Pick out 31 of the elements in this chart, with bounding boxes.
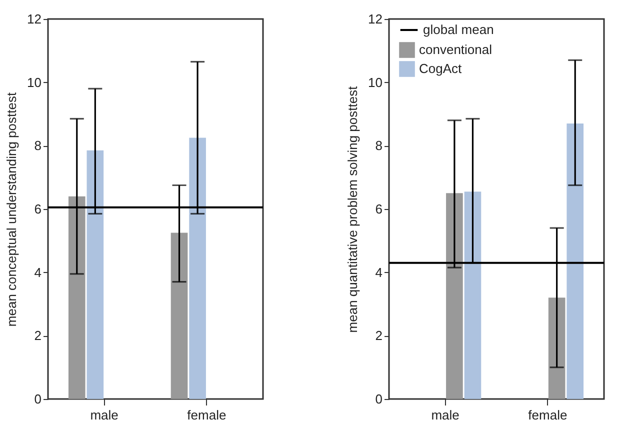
bar xyxy=(548,298,566,399)
y-tick-label: 0 xyxy=(375,392,382,406)
y-tick-label: 12 xyxy=(368,12,382,26)
x-tick-label: male xyxy=(431,408,460,422)
bar xyxy=(189,138,206,399)
y-tick-label: 12 xyxy=(27,12,42,26)
legend-label: conventional xyxy=(419,42,492,57)
y-tick-label: 6 xyxy=(375,202,382,216)
y-tick-label: 10 xyxy=(27,74,42,90)
bar xyxy=(170,232,188,399)
y-tick-label: 6 xyxy=(34,202,42,216)
bar xyxy=(86,150,104,399)
y-tick-label: 0 xyxy=(34,392,42,406)
x-tick-label: male xyxy=(90,408,118,422)
legend-label: global mean xyxy=(423,22,494,37)
legend-label: CogAct xyxy=(419,61,462,76)
bar xyxy=(446,193,463,399)
y-tick-label: 10 xyxy=(368,74,382,90)
y-tick-label: 4 xyxy=(34,264,42,280)
y-axis-title: mean conceptual understanding posttest xyxy=(4,92,20,327)
bar xyxy=(464,192,482,399)
y-tick-label: 2 xyxy=(34,328,42,344)
x-tick-label: female xyxy=(187,408,226,422)
bar xyxy=(566,124,584,399)
y-tick-label: 2 xyxy=(375,328,382,344)
y-tick-label: 8 xyxy=(375,138,382,154)
y-tick-label: 8 xyxy=(34,138,42,154)
bar xyxy=(68,196,86,399)
y-tick-label: 4 xyxy=(375,264,382,280)
x-tick-label: female xyxy=(528,408,568,422)
y-axis-title: mean quantitative problem solving posttest xyxy=(345,86,360,333)
